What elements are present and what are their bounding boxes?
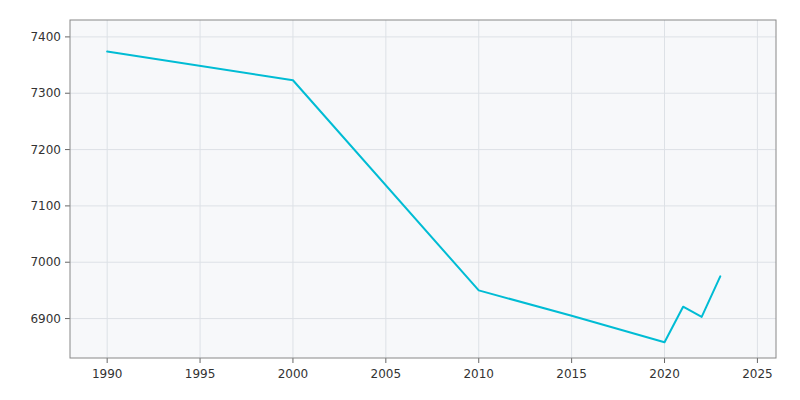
x-tick-label: 2015 [556, 367, 587, 381]
x-tick [571, 358, 572, 363]
y-tick [65, 149, 70, 150]
x-tick [200, 358, 201, 363]
line [107, 52, 720, 343]
plot-frame [70, 20, 776, 358]
x-tick-label: 2020 [649, 367, 680, 381]
x-grid-line [664, 20, 665, 358]
y-tick-label: 7200 [30, 143, 61, 157]
x-tick-label: 2000 [278, 367, 309, 381]
y-tick [65, 36, 70, 37]
y-tick-label: 6900 [30, 312, 61, 326]
y-grid-line [70, 318, 776, 319]
y-tick-label: 7100 [30, 199, 61, 213]
y-grid-line [70, 149, 776, 150]
x-tick-label: 1990 [92, 367, 123, 381]
chart-container: 1990 1995 2000 2005 2010 2015 2020 2025 6900 7000… [0, 0, 800, 400]
y-tick-label: 7400 [30, 30, 61, 44]
x-tick [292, 358, 293, 363]
y-grid-line [70, 205, 776, 206]
y-tick-label: 7300 [30, 86, 61, 100]
x-tick [107, 358, 108, 363]
x-grid-line [757, 20, 758, 358]
y-tick [65, 262, 70, 263]
x-grid-line [478, 20, 479, 358]
y-tick [65, 205, 70, 206]
grid [70, 20, 776, 358]
x-tick-label: 1995 [185, 367, 216, 381]
x-tick-label: 2010 [463, 367, 494, 381]
axes: 1990 1995 2000 2005 2010 2015 2020 2025 6900 7000… [30, 20, 776, 381]
y-tick [65, 93, 70, 94]
x-tick [757, 358, 758, 363]
x-grid-line [571, 20, 572, 358]
y-tick-label: 7000 [30, 255, 61, 269]
x-grid-line [107, 20, 108, 358]
x-grid-line [292, 20, 293, 358]
y-grid-line [70, 93, 776, 94]
x-tick [664, 358, 665, 363]
x-tick-label: 2025 [742, 367, 773, 381]
y-tick [65, 318, 70, 319]
x-grid-line [385, 20, 386, 358]
y-grid-line [70, 36, 776, 37]
y-grid-line [70, 262, 776, 263]
x-tick [478, 358, 479, 363]
data-layer [107, 52, 720, 343]
plot-background [70, 20, 776, 358]
x-tick-label: 2005 [371, 367, 402, 381]
chart: 1990 1995 2000 2005 2010 2015 2020 2025 6900 7000… [0, 0, 800, 400]
x-grid-line [200, 20, 201, 358]
x-tick [385, 358, 386, 363]
